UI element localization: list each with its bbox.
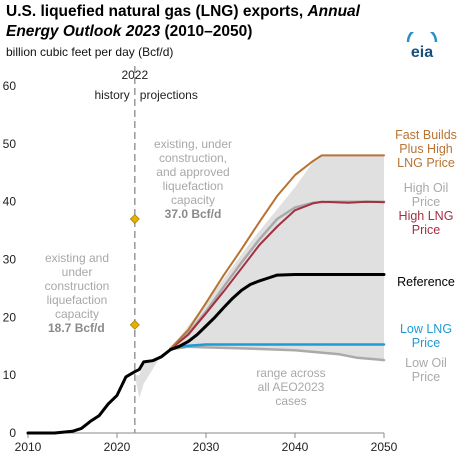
x-tick-label: 2040 <box>282 440 309 454</box>
series-label-low-oil-price: Low Oil <box>405 356 447 370</box>
capacity-note-value: 37.0 Bcf/d <box>165 207 222 221</box>
series-label-high-oil-price: Price <box>412 195 441 209</box>
series-label-fast-builds-plus-high-lng-price: LNG Price <box>397 156 455 170</box>
y-tick-label: 10 <box>3 368 17 382</box>
x-tick-label: 2050 <box>371 440 398 454</box>
capacity-note-line: under <box>62 265 93 279</box>
capacity-note-line: construction, <box>159 151 227 165</box>
chart-title: U.S. liquefied natural gas (LNG) exports… <box>6 2 396 42</box>
projections-label: projections <box>140 88 198 102</box>
series-label-low-lng-price: Price <box>412 336 441 350</box>
chart-subtitle: billion cubic feet per day (Bcf/d) <box>6 45 174 59</box>
capacity-note-line: liquefaction <box>47 293 108 307</box>
capacity-note-line: construction <box>45 279 110 293</box>
y-tick-label: 0 <box>9 426 16 440</box>
capacity-note-line: and approved <box>156 165 229 179</box>
range-band-area <box>134 155 384 399</box>
x-tick-label: 2030 <box>193 440 220 454</box>
series-label-high-oil-price: High Oil <box>404 181 448 195</box>
y-tick-label: 60 <box>3 79 17 93</box>
capacity-note-value: 18.7 Bcf/d <box>48 321 105 335</box>
series-label-reference: Reference <box>397 275 455 289</box>
y-tick-label: 40 <box>3 195 17 209</box>
series-line-fast-builds-plus-high-lng-price <box>169 154 385 350</box>
range-band-label-line: all AEO2023 <box>258 380 325 394</box>
y-tick-label: 20 <box>3 310 17 324</box>
capacity-note-line: existing, under <box>154 137 232 151</box>
series-label-low-oil-price: Price <box>412 370 441 384</box>
capacity-note-line: capacity <box>171 193 215 207</box>
capacity-marker-diamond <box>129 214 140 224</box>
series-line-reference <box>26 273 386 435</box>
series-line-high-lng-price <box>169 200 385 351</box>
history-label: history <box>94 88 129 102</box>
capacity-marker-diamond <box>129 319 140 330</box>
capacity-note-line: capacity <box>55 307 99 321</box>
title-part3: (2010–2050) <box>160 23 253 40</box>
title-part2: Annual Energy Outlook 2023 <box>6 3 360 40</box>
series-label-low-lng-price: Low LNG <box>400 322 452 336</box>
divider-year-label: 2022 <box>121 68 148 82</box>
capacity-note-line: existing and <box>45 251 109 265</box>
series-label-fast-builds-plus-high-lng-price: Plus High <box>399 142 453 156</box>
series-label-fast-builds-plus-high-lng-price: Fast Builds <box>395 128 457 142</box>
range-band-label-line: range across <box>256 366 325 380</box>
x-tick-label: 2010 <box>15 440 42 454</box>
y-tick-label: 30 <box>3 253 17 267</box>
range-band-label-line: cases <box>275 394 306 408</box>
y-tick-label: 50 <box>3 137 17 151</box>
capacity-note-line: liquefaction <box>163 179 224 193</box>
x-tick-label: 2020 <box>104 440 131 454</box>
series-label-high-lng-price: High LNG <box>399 209 454 223</box>
series-label-high-lng-price: Price <box>412 223 441 237</box>
title-part1: U.S. liquefied natural gas (LNG) exports… <box>6 3 308 20</box>
eia-logo-text: eia <box>411 44 433 61</box>
eia-logo-icon: eia <box>406 32 438 61</box>
